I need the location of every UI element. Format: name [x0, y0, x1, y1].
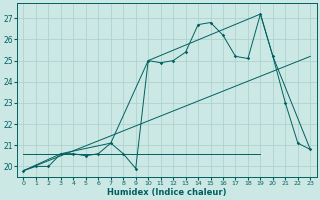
X-axis label: Humidex (Indice chaleur): Humidex (Indice chaleur)	[107, 188, 227, 197]
